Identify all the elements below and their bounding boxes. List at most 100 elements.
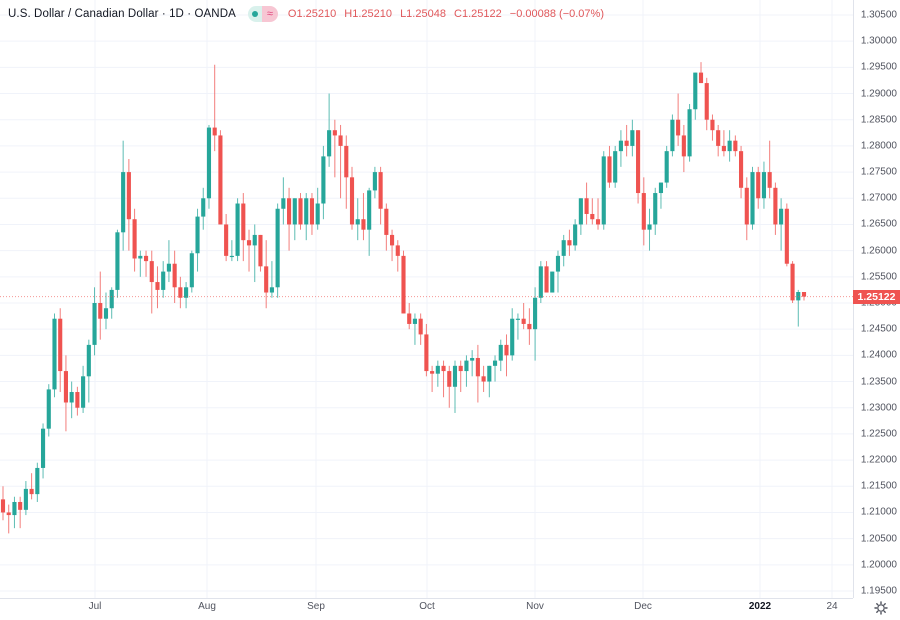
price-tick: 1.25500 <box>860 271 897 283</box>
candle <box>590 198 595 225</box>
candle <box>115 229 120 298</box>
price-tick: 1.27500 <box>860 166 897 178</box>
approx-equal-icon: ≈ <box>261 6 278 22</box>
candle <box>458 360 463 393</box>
candle <box>332 119 337 178</box>
candle <box>367 187 372 256</box>
candle <box>172 250 177 303</box>
candle <box>664 145 669 188</box>
price-axis[interactable]: 1.30500 1.30000 1.29500 1.29000 1.28500 1.280… <box>853 0 900 598</box>
candle <box>292 198 297 241</box>
candle <box>229 240 234 262</box>
candle <box>69 381 74 419</box>
candle <box>75 386 80 416</box>
symbol-title[interactable]: U.S. Dollar / Canadian Dollar · 1D · OAN… <box>8 8 236 20</box>
candle <box>761 161 767 209</box>
candle <box>767 140 772 199</box>
candle <box>647 208 652 251</box>
ohlc-values: O1.25210 H1.25210 L1.25048 C1.25122 −0.0… <box>288 8 609 20</box>
candle <box>510 308 515 361</box>
time-tick: Aug <box>198 601 216 612</box>
last-price-label: 1.25122 <box>853 289 900 304</box>
candle <box>447 365 452 408</box>
candle <box>435 360 440 387</box>
candle <box>355 198 360 241</box>
candle <box>86 339 91 403</box>
candle <box>498 339 503 372</box>
candle <box>452 360 458 413</box>
candlestick-plot[interactable] <box>0 0 853 598</box>
candle <box>344 135 349 209</box>
time-tick: Nov <box>526 601 544 612</box>
candle <box>109 287 114 319</box>
candle <box>464 355 469 387</box>
candle <box>790 261 795 303</box>
candle <box>727 130 732 162</box>
candle <box>206 124 212 209</box>
candle <box>796 289 801 327</box>
candle <box>361 193 366 241</box>
ohlc-low: L1.25048 <box>400 8 446 20</box>
candle <box>201 187 206 230</box>
candle <box>693 72 698 120</box>
candle <box>670 114 675 157</box>
candle <box>252 224 257 283</box>
candle <box>527 308 532 345</box>
market-status-dot-icon <box>251 11 258 17</box>
candle <box>189 250 194 293</box>
candle <box>710 114 715 141</box>
ohlc-open: O1.25210 <box>287 8 337 20</box>
candle <box>126 159 131 251</box>
candle <box>349 166 355 230</box>
candle <box>384 203 389 251</box>
candle <box>98 271 103 340</box>
candle <box>607 145 612 188</box>
candle <box>298 193 303 230</box>
candle <box>613 145 618 188</box>
candle <box>218 130 223 225</box>
price-tick: 1.22000 <box>860 454 897 466</box>
candle <box>561 234 566 267</box>
candle <box>35 462 40 502</box>
price-tick: 1.22500 <box>860 428 897 440</box>
price-tick: 1.19500 <box>860 585 897 597</box>
candle <box>681 124 686 173</box>
status-pill[interactable]: ≈ <box>247 6 278 22</box>
price-tick: 1.24000 <box>860 349 897 361</box>
candle <box>676 93 681 146</box>
candle <box>544 261 549 293</box>
time-axis[interactable]: Jul Aug Sep Oct Nov Dec 2022 24 <box>0 598 853 616</box>
candle <box>756 166 761 209</box>
candle <box>52 313 57 398</box>
ohlc-change: −0.00088 (−0.07%) <box>509 8 604 20</box>
candle <box>698 62 704 84</box>
candle <box>567 229 572 256</box>
price-tick: 1.21500 <box>860 480 897 492</box>
candle <box>784 203 789 267</box>
candle <box>407 303 412 330</box>
time-tick: Sep <box>307 601 325 612</box>
candle <box>378 166 383 225</box>
price-tick: 1.29500 <box>860 61 897 73</box>
price-tick: 1.20500 <box>860 533 897 545</box>
time-tick: Dec <box>634 601 652 612</box>
ohlc-close: C1.25122 <box>454 8 502 20</box>
candle <box>281 177 286 225</box>
candle <box>264 240 269 309</box>
candle <box>424 323 429 377</box>
candle <box>779 198 784 251</box>
candle <box>750 166 755 230</box>
candle <box>584 182 589 225</box>
candle <box>40 423 46 479</box>
candle <box>504 334 509 377</box>
candle <box>687 104 692 162</box>
candle <box>46 384 51 437</box>
candle <box>492 355 498 382</box>
price-tick: 1.23000 <box>860 402 897 414</box>
candle <box>521 303 526 330</box>
candle <box>430 365 435 393</box>
candle <box>641 177 646 246</box>
candle <box>401 250 406 314</box>
gear-icon[interactable] <box>874 601 888 615</box>
